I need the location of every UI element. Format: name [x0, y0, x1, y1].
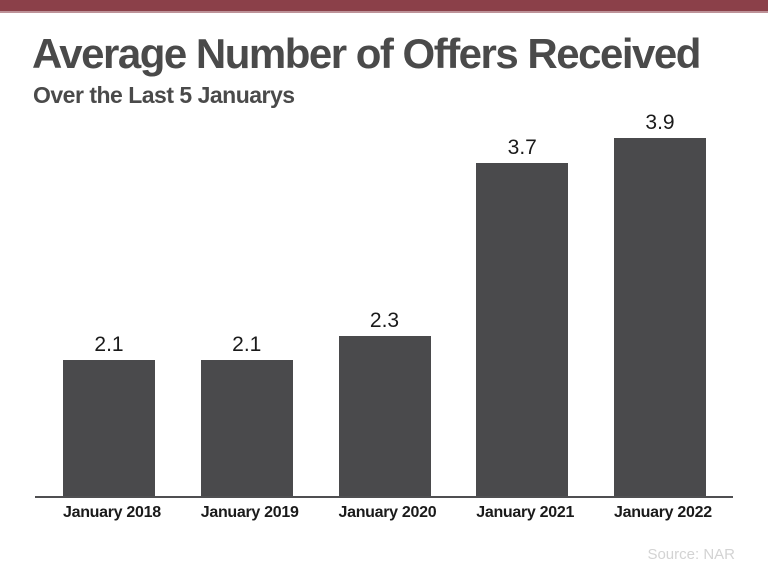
- bar: [476, 163, 569, 496]
- page-title: Average Number of Offers Received: [32, 30, 701, 77]
- x-axis-label: January 2020: [338, 504, 437, 521]
- bar-group: 2.1: [63, 334, 155, 496]
- bar: [63, 360, 155, 496]
- x-axis-label: January 2022: [614, 504, 712, 521]
- x-axis-line: [35, 496, 733, 498]
- bar: [338, 336, 431, 496]
- bar-group: 2.1: [200, 333, 293, 496]
- source-note: Source: NAR: [647, 546, 735, 563]
- bar-group: 3.7: [476, 136, 569, 496]
- bar-value-label: 2.1: [232, 333, 262, 356]
- top-accent-bar: [0, 0, 768, 13]
- bar-value-label: 3.9: [645, 111, 675, 134]
- x-axis-label: January 2019: [200, 504, 299, 521]
- bar: [200, 360, 293, 496]
- bar-value-label: 2.1: [94, 333, 124, 356]
- bars-row: 2.1 2.1 2.3 3.7 3.9: [63, 0, 706, 496]
- bar-group: 3.9: [614, 112, 706, 496]
- bar-group: 2.3: [338, 309, 431, 496]
- bar: [614, 138, 706, 496]
- page-subtitle: Over the Last 5 Januarys: [33, 82, 295, 108]
- bar-value-label: 2.3: [369, 309, 400, 332]
- x-axis-labels: January 2018 January 2019 January 2020 Janu…: [63, 504, 712, 522]
- x-axis-label: January 2021: [476, 504, 575, 521]
- bar-value-label: 3.7: [507, 136, 537, 159]
- x-axis-label: January 2018: [63, 504, 161, 521]
